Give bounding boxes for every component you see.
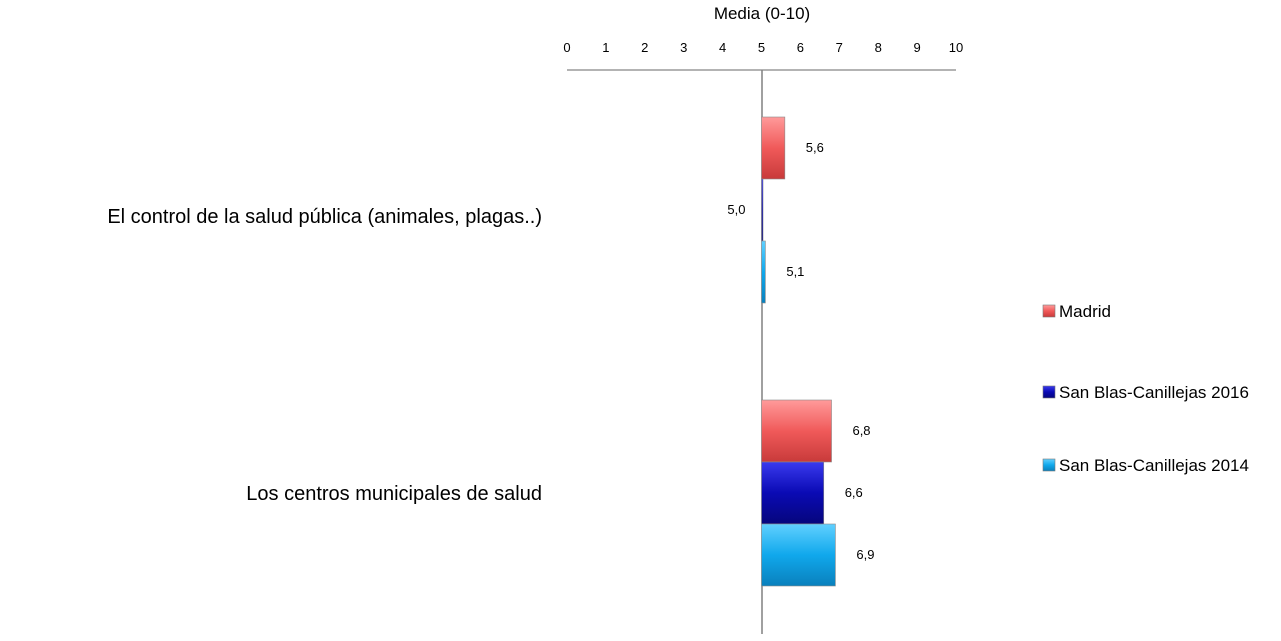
bar [761,178,764,242]
x-tick-label: 6 [797,40,804,55]
legend-label: San Blas-Canillejas 2016 [1059,383,1249,402]
legend-swatch [1042,458,1056,472]
axis-title: Media (0-10) [714,4,810,23]
x-tick-label: 10 [949,40,963,55]
bar [761,461,825,525]
x-tick-label: 5 [758,40,765,55]
bar [761,116,786,180]
x-tick-label: 1 [602,40,609,55]
x-tick-label: 7 [836,40,843,55]
legend-swatch [1042,385,1056,399]
data-label: 6,6 [845,485,863,500]
bar [761,399,832,463]
x-tick-label: 2 [641,40,648,55]
x-tick-label: 4 [719,40,726,55]
category-label: El control de la salud pública (animales… [107,206,542,228]
x-tick-label: 8 [875,40,882,55]
data-label: 5,0 [727,202,745,217]
x-tick-label: 0 [563,40,570,55]
x-tick-label: 3 [680,40,687,55]
x-tick-label: 9 [913,40,920,55]
category-label: Los centros municipales de salud [246,483,542,505]
bar [761,523,836,587]
data-label: 6,8 [852,423,870,438]
data-label: 6,9 [856,547,874,562]
data-label: 5,1 [786,264,804,279]
data-label: 5,6 [806,140,824,155]
bar [761,240,766,304]
legend-label: Madrid [1059,302,1111,321]
legend-swatch [1042,304,1056,318]
legend-label: San Blas-Canillejas 2014 [1059,456,1249,475]
